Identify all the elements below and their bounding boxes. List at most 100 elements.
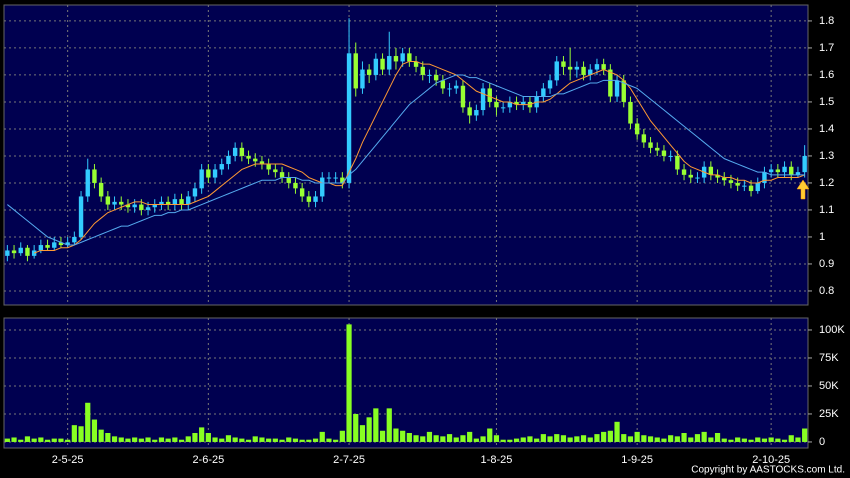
candle-body xyxy=(695,177,700,179)
candle-body xyxy=(165,201,171,205)
moving-average-line xyxy=(7,74,805,246)
volume-bar xyxy=(453,437,459,442)
volume-bar xyxy=(299,439,305,442)
volume-bar xyxy=(547,436,553,442)
candle-body xyxy=(722,177,727,181)
candle-body xyxy=(45,245,50,248)
volume-bar xyxy=(24,436,31,442)
volume-bar xyxy=(333,439,339,442)
volume-bar xyxy=(125,438,131,442)
volume-bar xyxy=(319,431,325,442)
candle-body xyxy=(58,242,64,246)
candle-body xyxy=(346,53,352,183)
volume-bar xyxy=(386,408,392,442)
candle-body xyxy=(179,199,184,205)
candle-body xyxy=(440,80,446,89)
volume-bar xyxy=(607,430,613,442)
price-panel xyxy=(3,4,809,306)
x-tick-label: 1-9-25 xyxy=(621,454,653,466)
candle-body xyxy=(5,250,10,256)
candle-body xyxy=(380,58,385,70)
candle-body xyxy=(594,64,600,70)
y-tick-label: 100K xyxy=(819,324,845,336)
candle-body xyxy=(152,204,157,208)
candle-body xyxy=(326,177,332,179)
volume-bar xyxy=(681,432,687,442)
volume-bar xyxy=(426,431,433,442)
volume-bar xyxy=(674,436,680,442)
candle-body xyxy=(541,88,546,97)
volume-bar xyxy=(721,438,727,442)
candle-body xyxy=(634,123,640,135)
volume-bar xyxy=(165,438,171,442)
candle-body xyxy=(574,66,580,70)
volume-bar xyxy=(701,431,707,442)
candle-body xyxy=(420,66,425,75)
candle-body xyxy=(782,166,787,173)
candle-body xyxy=(547,80,553,89)
volume-bar xyxy=(306,439,312,442)
candle-body xyxy=(273,169,278,173)
candle-body xyxy=(755,182,760,192)
volume-bar xyxy=(587,437,593,442)
volume-bar xyxy=(641,435,647,442)
candle-body xyxy=(728,180,734,183)
volume-bar xyxy=(735,437,741,442)
candle-body xyxy=(427,74,432,76)
candle-body xyxy=(192,188,198,197)
candle-body xyxy=(768,169,774,173)
volume-panel xyxy=(3,317,809,449)
candle-body xyxy=(567,66,573,70)
candle-body xyxy=(588,69,593,75)
candle-body xyxy=(387,56,392,70)
volume-bar xyxy=(520,437,526,442)
candle-body xyxy=(186,196,191,205)
volume-bar xyxy=(487,428,493,442)
candle-body xyxy=(554,61,559,81)
volume-bar xyxy=(755,437,761,442)
candle-body xyxy=(52,242,57,248)
volume-bar xyxy=(152,439,158,442)
volume-bar xyxy=(775,438,781,442)
y-tick-label: 1.7 xyxy=(819,42,834,54)
candle-body xyxy=(219,164,224,170)
volume-bar xyxy=(781,439,788,442)
candle-body xyxy=(507,101,513,108)
x-tick-label: 2-6-25 xyxy=(192,454,224,466)
candle-body xyxy=(112,201,117,205)
candle-body xyxy=(239,147,245,156)
candle-body xyxy=(25,247,30,256)
volume-bar xyxy=(460,435,466,442)
candle-body xyxy=(628,101,633,124)
y-tick-label: 50K xyxy=(819,380,839,392)
candle-body xyxy=(601,64,606,70)
candle-body xyxy=(688,174,693,178)
candle-body xyxy=(474,110,479,116)
candle-body xyxy=(11,250,17,254)
candle-body xyxy=(648,142,653,148)
candle-body xyxy=(78,196,84,237)
volume-bar xyxy=(85,402,91,442)
volume-bar xyxy=(379,430,386,442)
volume-bar xyxy=(694,434,701,442)
candle-body xyxy=(789,166,794,175)
volume-bar xyxy=(393,428,399,442)
volume-bar xyxy=(761,438,768,442)
volume-bar xyxy=(601,431,607,442)
volume-bar xyxy=(507,439,513,442)
candle-body xyxy=(98,182,104,197)
volume-bar xyxy=(366,417,372,442)
candle-body xyxy=(18,247,23,254)
candle-body xyxy=(92,169,97,183)
y-tick-label: 1.6 xyxy=(819,69,834,81)
candle-body xyxy=(373,58,379,75)
volume-bar xyxy=(232,437,238,442)
candle-body xyxy=(246,155,251,159)
candle-body xyxy=(795,172,801,175)
volume-bar xyxy=(480,436,486,442)
volume-bar xyxy=(78,426,84,442)
candle-body xyxy=(480,88,486,111)
volume-bar xyxy=(493,435,500,442)
